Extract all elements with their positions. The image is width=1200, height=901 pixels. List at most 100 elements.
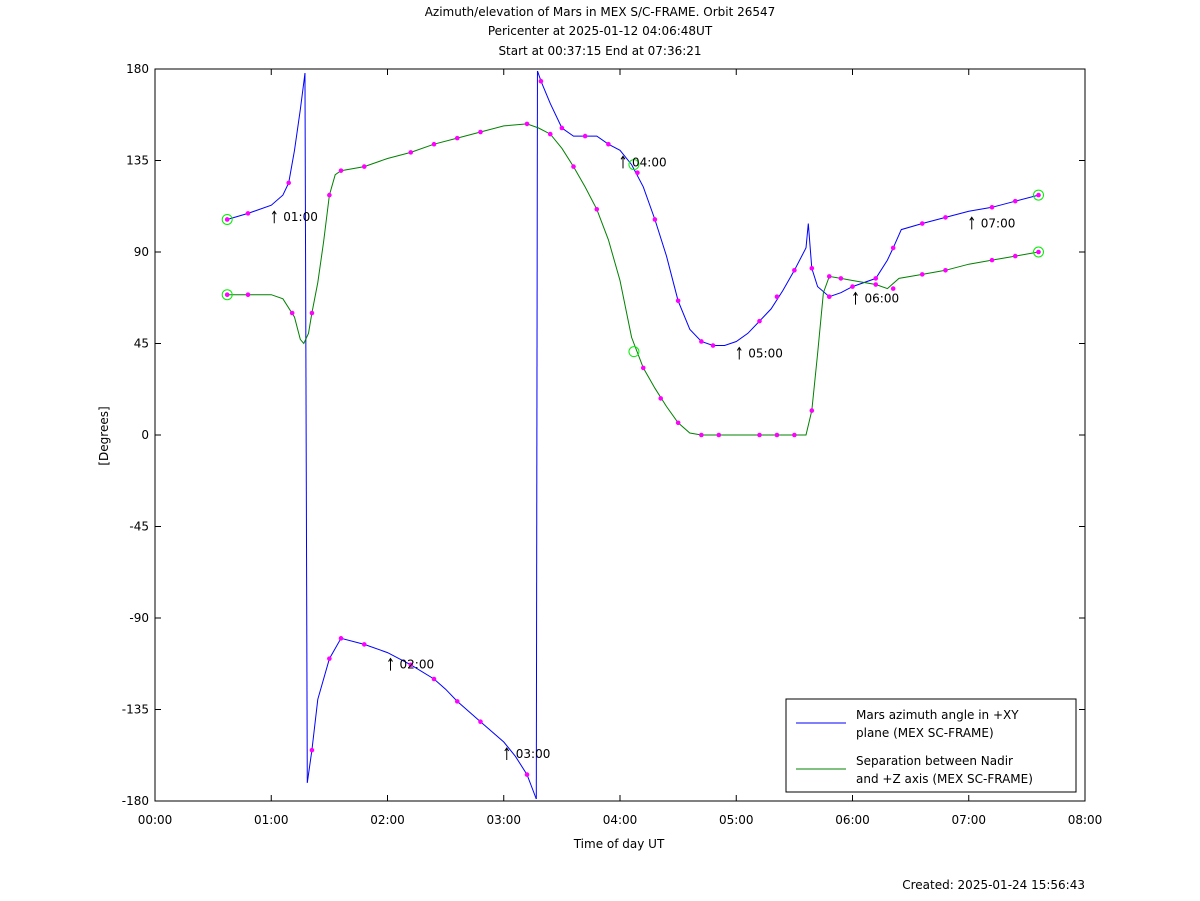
chart-title-line-2: Pericenter at 2025-01-12 04:06:48UT <box>487 24 713 38</box>
data-point-marker <box>873 276 879 281</box>
series-1-line <box>306 637 537 800</box>
data-point-marker <box>989 204 995 210</box>
data-point-marker <box>524 121 530 127</box>
data-point-marker <box>594 207 600 212</box>
time-annotation-arrow <box>620 155 626 169</box>
y-tick-label: -135 <box>122 703 149 717</box>
data-point-marker <box>582 133 588 139</box>
data-point-marker <box>774 294 780 300</box>
data-point-marker <box>757 318 762 324</box>
data-point-marker <box>675 298 681 304</box>
series-1-line <box>227 73 306 220</box>
data-point-marker <box>757 432 762 438</box>
data-point-marker <box>890 245 896 251</box>
time-annotation-arrow <box>969 216 975 230</box>
legend-frame <box>785 698 1077 793</box>
series-lines-group <box>227 70 1039 800</box>
data-point-marker <box>338 168 344 173</box>
y-tick-label: 0 <box>141 428 149 442</box>
data-point-marker <box>710 343 716 348</box>
x-tick-label: 00:00 <box>138 813 173 827</box>
data-point-marker <box>538 78 544 84</box>
data-point-marker <box>224 292 230 298</box>
data-point-marker <box>774 432 780 438</box>
x-axis-label: Time of day UT <box>573 837 665 851</box>
series-1-wrap-line <box>535 71 538 799</box>
y-tick-label: 45 <box>134 337 149 351</box>
data-point-marker <box>286 180 291 186</box>
data-point-marker <box>809 265 815 271</box>
y-tick-label: 135 <box>126 154 149 168</box>
y-axis-label: [Degrees] <box>97 406 111 465</box>
time-annotation-label: 04:00 <box>632 155 667 169</box>
endpoint-circle-marker <box>1033 246 1044 258</box>
series-1-wrap-line <box>304 73 308 783</box>
x-tick-label: 03:00 <box>486 813 521 827</box>
time-annotation-label: 03:00 <box>516 747 551 761</box>
legend-label-series-2: Separation between Nadir <box>856 754 1013 768</box>
data-point-marker <box>1012 198 1018 204</box>
data-point-marker <box>716 432 722 438</box>
data-point-marker <box>224 217 230 222</box>
time-annotation-arrow <box>736 346 742 360</box>
chart-title-line-3: Start at 00:37:15 End at 07:36:21 <box>498 44 702 58</box>
x-tick-label: 02:00 <box>370 813 405 827</box>
data-point-marker <box>478 129 483 135</box>
axes-group: 00:00 01:00 02:00 03:00 04:00 05:00 06:00 07:00… <box>122 62 1103 827</box>
data-point-marker <box>431 676 437 682</box>
chart-title-line-1: Azimuth/elevation of Mars in MEX S/C-FRA… <box>424 5 776 19</box>
series-1-line <box>537 70 1039 346</box>
legend-box: Mars azimuth angle in +XY plane (MEX SC-F… <box>785 698 1077 793</box>
data-point-marker <box>571 164 576 169</box>
data-point-marker <box>524 772 530 777</box>
x-tick-label: 08:00 <box>1068 813 1103 827</box>
series-2-line <box>227 123 1039 436</box>
created-timestamp: Created: 2025-01-24 15:56:43 <box>902 878 1085 892</box>
data-point-marker <box>1012 253 1018 259</box>
data-point-marker <box>826 274 832 279</box>
time-annotation-label: 07:00 <box>981 216 1016 230</box>
data-point-marker <box>943 215 948 220</box>
legend-label-series-2: and +Z axis (MEX SC-FRAME) <box>856 772 1033 786</box>
data-point-marker <box>919 272 925 277</box>
data-point-marker <box>478 719 483 724</box>
data-point-marker <box>338 636 344 641</box>
y-tick-label: -180 <box>122 794 149 808</box>
data-point-marker <box>361 164 367 169</box>
endpoint-circle-marker <box>1033 189 1044 201</box>
data-point-marker <box>699 432 704 438</box>
data-point-marker <box>792 268 797 273</box>
data-point-marker <box>792 432 797 438</box>
data-point-marker <box>289 310 295 316</box>
time-annotation-arrow <box>271 210 277 224</box>
endpoint-circle-marker <box>628 159 640 171</box>
data-point-marker <box>245 211 251 216</box>
data-point-marker <box>327 656 332 661</box>
data-point-marker <box>606 141 611 147</box>
time-annotation-label: 01:00 <box>283 210 318 224</box>
x-tick-label: 06:00 <box>835 813 870 827</box>
time-annotation-label: 02:00 <box>400 658 435 672</box>
plot-frame <box>154 68 1086 802</box>
data-point-marker <box>838 276 844 281</box>
data-point-marker <box>408 662 414 668</box>
time-annotation-label: 06:00 <box>865 292 900 306</box>
data-point-marker <box>635 170 640 175</box>
data-point-marker <box>454 135 460 141</box>
data-point-marker <box>652 217 658 222</box>
time-annotation-arrow <box>853 291 858 305</box>
data-point-marker <box>547 131 553 137</box>
data-point-marker <box>699 339 704 344</box>
data-point-marker <box>919 221 925 226</box>
data-point-marker <box>1036 249 1041 255</box>
data-point-marker <box>675 420 681 426</box>
legend-label-series-1: plane (MEX SC-FRAME) <box>856 726 994 740</box>
data-point-marker <box>431 141 437 147</box>
data-point-marker <box>826 294 832 300</box>
data-point-marker <box>1036 192 1041 198</box>
data-point-marker <box>309 747 315 753</box>
time-annotation-label: 05:00 <box>748 346 783 360</box>
markers-group <box>222 78 1044 777</box>
data-point-marker <box>989 257 995 263</box>
x-tick-label: 04:00 <box>603 813 638 827</box>
